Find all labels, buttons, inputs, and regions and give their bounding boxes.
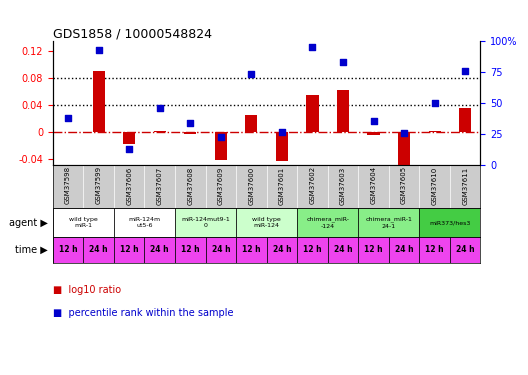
Bar bbox=[215, 132, 227, 160]
Point bbox=[461, 68, 469, 74]
Bar bbox=[205, 237, 236, 262]
Text: GSM37599: GSM37599 bbox=[96, 166, 101, 204]
Text: 12 h: 12 h bbox=[364, 245, 383, 254]
Text: 12 h: 12 h bbox=[120, 245, 138, 254]
Bar bbox=[92, 72, 105, 132]
Text: 12 h: 12 h bbox=[59, 245, 78, 254]
Text: 24 h: 24 h bbox=[150, 245, 169, 254]
Bar bbox=[114, 208, 175, 237]
Bar bbox=[175, 237, 205, 262]
Point bbox=[370, 118, 378, 124]
Point bbox=[400, 130, 408, 136]
Text: chimera_miR-
-124: chimera_miR- -124 bbox=[306, 217, 349, 229]
Point bbox=[339, 59, 347, 65]
Bar bbox=[359, 208, 419, 237]
Point bbox=[216, 134, 225, 140]
Text: GSM37598: GSM37598 bbox=[65, 166, 71, 204]
Point bbox=[278, 129, 286, 135]
Text: GSM37602: GSM37602 bbox=[309, 166, 315, 204]
Bar bbox=[154, 130, 166, 132]
Point bbox=[186, 120, 194, 126]
Text: miR-124mut9-1
0: miR-124mut9-1 0 bbox=[181, 217, 230, 228]
Text: 24 h: 24 h bbox=[456, 245, 475, 254]
Text: GSM37611: GSM37611 bbox=[462, 166, 468, 205]
Bar bbox=[123, 132, 135, 144]
Point bbox=[247, 70, 256, 76]
Bar bbox=[359, 237, 389, 262]
Text: miR373/hes3: miR373/hes3 bbox=[429, 220, 470, 225]
Point bbox=[95, 47, 103, 53]
Text: 24 h: 24 h bbox=[334, 245, 352, 254]
Text: wild type
miR-1: wild type miR-1 bbox=[69, 217, 98, 228]
Bar bbox=[53, 208, 114, 237]
Text: GSM37607: GSM37607 bbox=[157, 166, 163, 205]
Bar bbox=[297, 208, 359, 237]
Bar bbox=[245, 115, 258, 132]
Text: GSM37600: GSM37600 bbox=[248, 166, 254, 205]
Text: agent ▶: agent ▶ bbox=[8, 218, 48, 228]
Bar bbox=[175, 208, 236, 237]
Text: 12 h: 12 h bbox=[303, 245, 322, 254]
Bar bbox=[459, 108, 472, 132]
Text: 12 h: 12 h bbox=[242, 245, 261, 254]
Text: GSM37604: GSM37604 bbox=[371, 166, 376, 204]
Bar bbox=[429, 130, 441, 132]
Bar bbox=[145, 237, 175, 262]
Bar bbox=[419, 237, 450, 262]
Bar bbox=[83, 237, 114, 262]
Text: 12 h: 12 h bbox=[426, 245, 444, 254]
Text: GSM37610: GSM37610 bbox=[432, 166, 438, 205]
Text: 24 h: 24 h bbox=[272, 245, 291, 254]
Point bbox=[156, 105, 164, 111]
Text: chimera_miR-1
24-1: chimera_miR-1 24-1 bbox=[365, 217, 412, 229]
Bar bbox=[337, 90, 349, 132]
Bar bbox=[297, 237, 328, 262]
Text: 12 h: 12 h bbox=[181, 245, 200, 254]
Text: GSM37609: GSM37609 bbox=[218, 166, 224, 205]
Text: 24 h: 24 h bbox=[395, 245, 413, 254]
Text: GDS1858 / 10000548824: GDS1858 / 10000548824 bbox=[53, 27, 212, 40]
Bar bbox=[398, 132, 410, 174]
Bar bbox=[184, 132, 196, 134]
Text: GSM37603: GSM37603 bbox=[340, 166, 346, 205]
Point bbox=[125, 146, 134, 152]
Bar bbox=[419, 208, 480, 237]
Text: 24 h: 24 h bbox=[89, 245, 108, 254]
Bar bbox=[328, 237, 359, 262]
Bar bbox=[389, 237, 419, 262]
Bar bbox=[450, 237, 480, 262]
Bar bbox=[367, 132, 380, 135]
Text: ■  log10 ratio: ■ log10 ratio bbox=[53, 285, 121, 295]
Text: GSM37606: GSM37606 bbox=[126, 166, 132, 205]
Bar bbox=[276, 132, 288, 161]
Bar bbox=[306, 95, 318, 132]
Text: time ▶: time ▶ bbox=[15, 245, 48, 255]
Text: 24 h: 24 h bbox=[212, 245, 230, 254]
Point bbox=[64, 115, 72, 121]
Text: wild type
miR-124: wild type miR-124 bbox=[252, 217, 281, 228]
Text: ■  percentile rank within the sample: ■ percentile rank within the sample bbox=[53, 308, 233, 318]
Text: GSM37608: GSM37608 bbox=[187, 166, 193, 205]
Text: GSM37601: GSM37601 bbox=[279, 166, 285, 205]
Bar bbox=[236, 237, 267, 262]
Point bbox=[430, 100, 439, 106]
Text: GSM37605: GSM37605 bbox=[401, 166, 407, 204]
Text: miR-124m
ut5-6: miR-124m ut5-6 bbox=[128, 217, 161, 228]
Bar bbox=[236, 208, 297, 237]
Bar bbox=[114, 237, 145, 262]
Bar bbox=[53, 237, 83, 262]
Point bbox=[308, 45, 317, 51]
Bar bbox=[267, 237, 297, 262]
